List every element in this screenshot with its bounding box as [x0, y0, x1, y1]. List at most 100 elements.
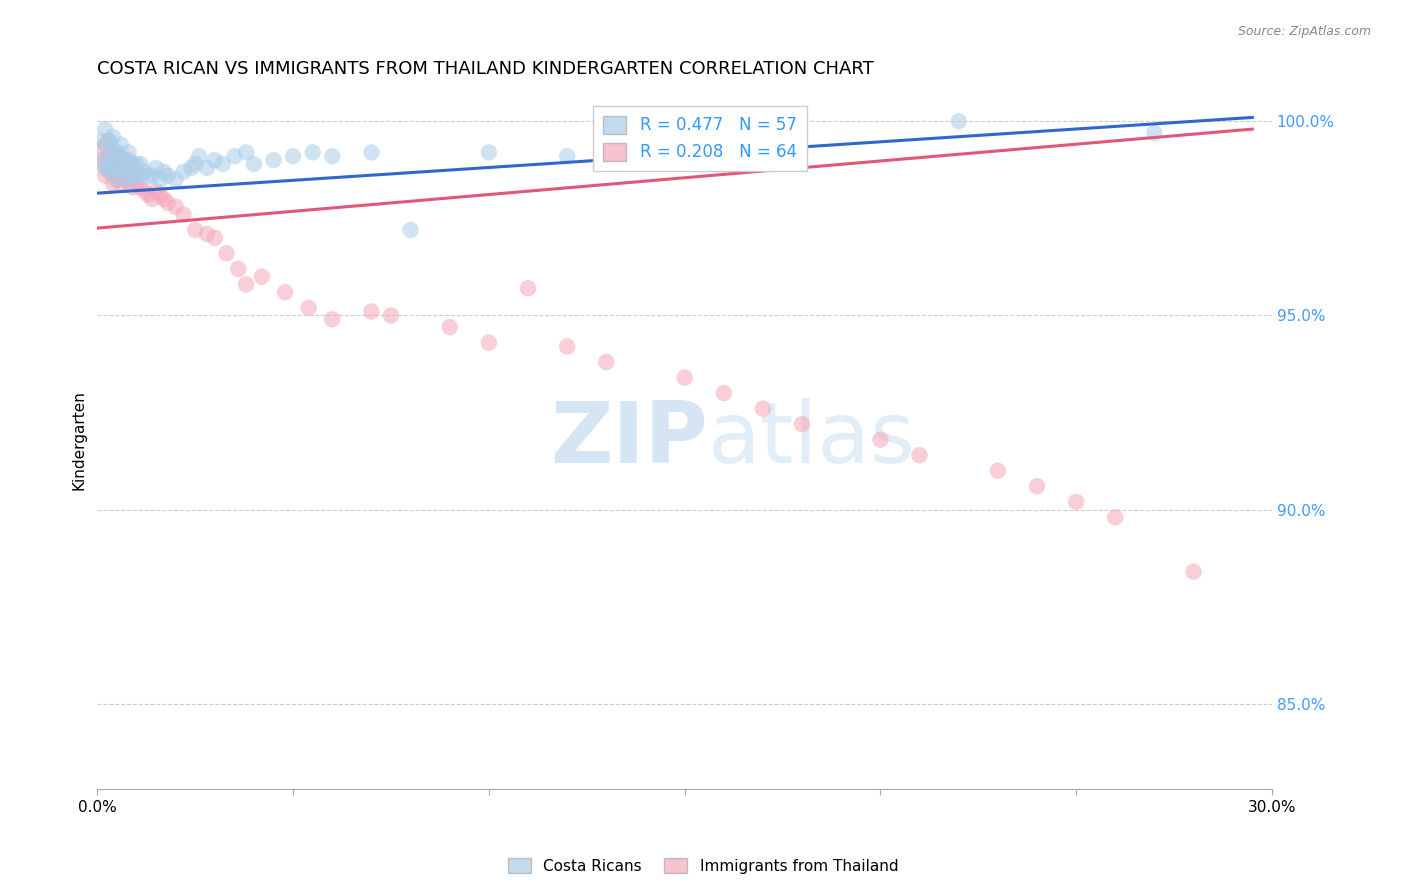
Point	[129, 157, 152, 171]
Point	[948, 114, 970, 128]
Point	[149, 172, 172, 186]
Point	[184, 223, 207, 237]
Point	[360, 304, 382, 318]
Point	[125, 157, 148, 171]
Point	[118, 177, 141, 191]
Legend: Costa Ricans, Immigrants from Thailand: Costa Ricans, Immigrants from Thailand	[502, 852, 904, 880]
Point	[235, 277, 257, 292]
Point	[134, 184, 156, 198]
Point	[105, 145, 128, 160]
Point	[321, 149, 343, 163]
Point	[1143, 126, 1166, 140]
Point	[90, 141, 112, 155]
Point	[215, 246, 238, 260]
Point	[145, 184, 167, 198]
Point	[153, 192, 176, 206]
Point	[250, 269, 273, 284]
Point	[235, 145, 257, 160]
Point	[90, 157, 112, 171]
Point	[101, 153, 124, 168]
Point	[226, 261, 249, 276]
Legend: R = 0.477   N = 57, R = 0.208   N = 64: R = 0.477 N = 57, R = 0.208 N = 64	[593, 105, 807, 171]
Point	[101, 177, 124, 191]
Point	[713, 386, 735, 401]
Point	[136, 188, 159, 202]
Point	[98, 134, 121, 148]
Point	[555, 339, 578, 353]
Point	[105, 161, 128, 175]
Point	[98, 161, 121, 175]
Point	[1182, 565, 1205, 579]
Point	[673, 370, 696, 384]
Point	[908, 448, 931, 462]
Point	[105, 149, 128, 163]
Text: Source: ZipAtlas.com: Source: ZipAtlas.com	[1237, 25, 1371, 38]
Point	[129, 169, 152, 183]
Point	[136, 169, 159, 183]
Point	[110, 161, 132, 175]
Point	[478, 335, 501, 350]
Point	[118, 172, 141, 186]
Point	[114, 161, 136, 175]
Point	[90, 134, 112, 148]
Point	[105, 172, 128, 186]
Point	[263, 153, 285, 168]
Point	[125, 169, 148, 183]
Text: atlas: atlas	[709, 398, 917, 481]
Point	[211, 157, 233, 171]
Point	[118, 145, 141, 160]
Point	[298, 301, 321, 315]
Point	[195, 227, 218, 241]
Point	[595, 355, 617, 369]
Point	[98, 149, 121, 163]
Point	[790, 417, 813, 432]
Point	[101, 165, 124, 179]
Y-axis label: Kindergarten: Kindergarten	[72, 390, 86, 490]
Point	[110, 153, 132, 168]
Point	[204, 231, 226, 245]
Point	[360, 145, 382, 160]
Point	[204, 153, 226, 168]
Point	[165, 200, 187, 214]
Point	[129, 180, 152, 194]
Point	[149, 188, 172, 202]
Point	[274, 285, 297, 300]
Point	[184, 157, 207, 171]
Point	[98, 165, 121, 179]
Point	[114, 153, 136, 168]
Point	[105, 157, 128, 171]
Point	[141, 192, 163, 206]
Point	[869, 433, 891, 447]
Point	[94, 161, 117, 175]
Point	[90, 153, 112, 168]
Point	[399, 223, 422, 237]
Point	[752, 401, 775, 416]
Point	[118, 165, 141, 179]
Point	[439, 320, 461, 334]
Point	[94, 137, 117, 152]
Point	[110, 149, 132, 163]
Point	[110, 137, 132, 152]
Point	[118, 157, 141, 171]
Point	[94, 122, 117, 136]
Point	[105, 172, 128, 186]
Point	[1064, 495, 1087, 509]
Point	[180, 161, 202, 175]
Point	[478, 145, 501, 160]
Point	[134, 165, 156, 179]
Point	[94, 169, 117, 183]
Point	[114, 165, 136, 179]
Point	[121, 157, 143, 171]
Point	[101, 157, 124, 171]
Point	[101, 129, 124, 144]
Point	[987, 464, 1010, 478]
Point	[153, 165, 176, 179]
Point	[1104, 510, 1126, 524]
Point	[114, 172, 136, 186]
Point	[165, 172, 187, 186]
Point	[380, 309, 402, 323]
Point	[195, 161, 218, 175]
Point	[321, 312, 343, 326]
Point	[1026, 479, 1049, 493]
Point	[125, 165, 148, 179]
